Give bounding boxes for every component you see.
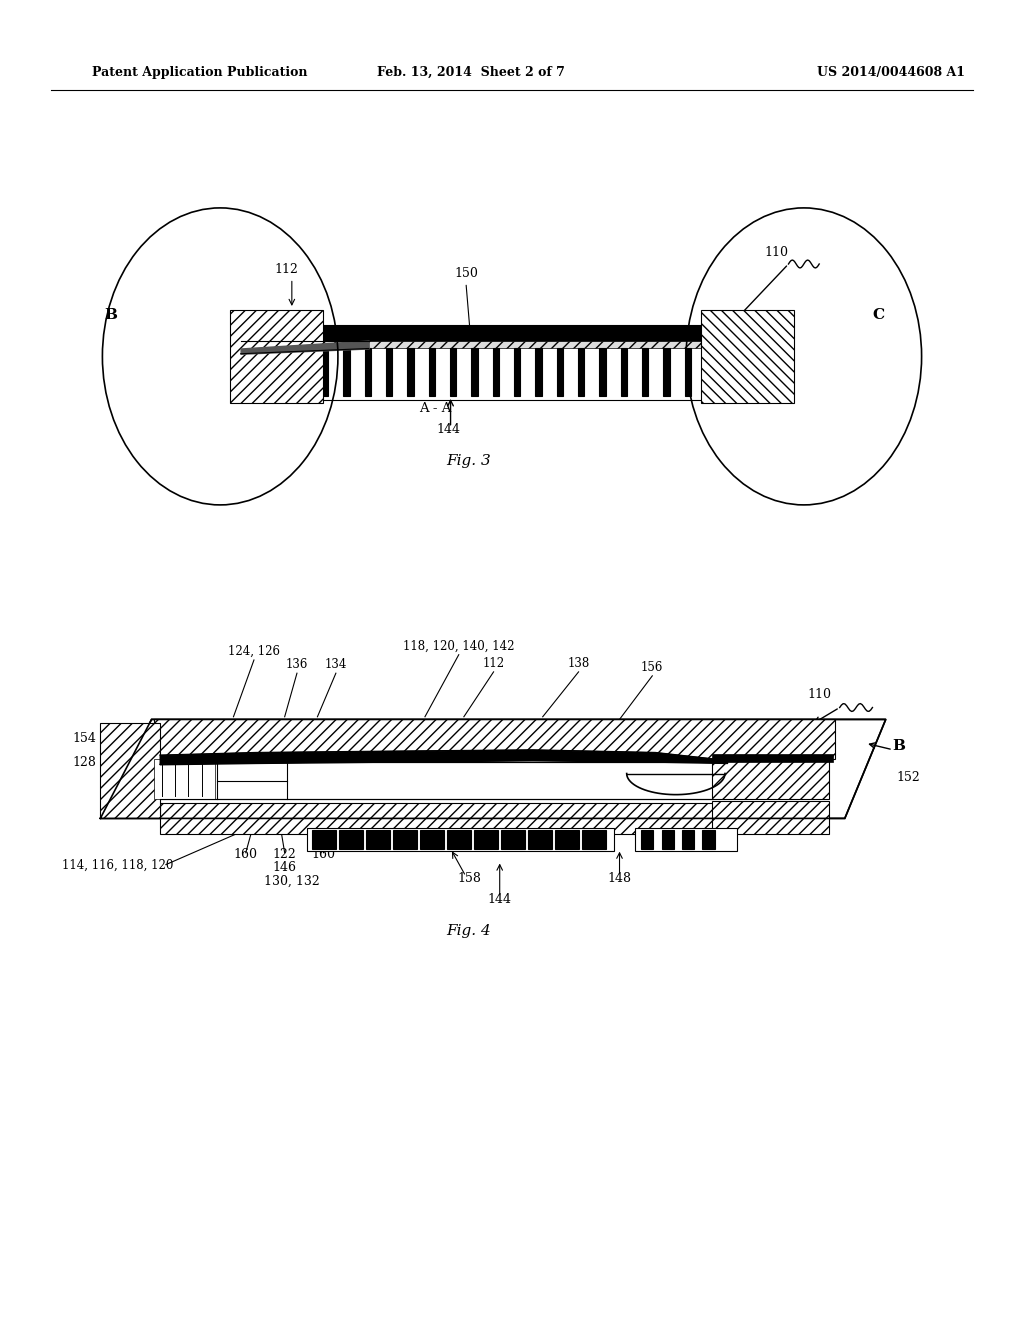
Bar: [536, 348, 542, 396]
Text: 128: 128: [73, 755, 96, 768]
Bar: [322, 348, 328, 396]
Bar: [100, 723, 160, 818]
Bar: [365, 348, 371, 396]
Text: C: C: [872, 309, 885, 322]
Text: 144: 144: [487, 892, 512, 906]
Bar: [557, 348, 563, 396]
Text: 110: 110: [807, 688, 831, 701]
Bar: [502, 830, 525, 849]
Bar: [160, 803, 713, 834]
Text: 114, 116, 118, 120: 114, 116, 118, 120: [62, 858, 173, 871]
Bar: [343, 348, 349, 396]
Bar: [367, 830, 390, 849]
Bar: [682, 830, 694, 849]
Bar: [471, 348, 477, 396]
Bar: [447, 830, 471, 849]
Bar: [701, 310, 794, 403]
Text: 130, 132: 130, 132: [264, 874, 319, 887]
Bar: [301, 348, 307, 396]
Bar: [429, 348, 435, 396]
Text: 110: 110: [764, 246, 788, 259]
Bar: [712, 759, 829, 799]
Bar: [280, 348, 286, 396]
Bar: [702, 830, 715, 849]
Text: Feb. 13, 2014  Sheet 2 of 7: Feb. 13, 2014 Sheet 2 of 7: [377, 66, 565, 79]
Text: 112: 112: [274, 263, 299, 276]
Bar: [635, 828, 737, 851]
Bar: [246, 345, 778, 400]
Text: Patent Application Publication: Patent Application Publication: [92, 66, 307, 79]
Text: 156: 156: [641, 660, 664, 673]
Bar: [712, 754, 833, 762]
Text: US 2014/0044608 A1: US 2014/0044608 A1: [817, 66, 965, 79]
Bar: [408, 348, 414, 396]
Bar: [712, 801, 829, 834]
Bar: [474, 830, 499, 849]
Text: 158: 158: [457, 871, 481, 884]
Bar: [583, 830, 606, 849]
Text: 112: 112: [482, 656, 505, 669]
Bar: [664, 348, 670, 396]
Bar: [555, 830, 580, 849]
Text: 154: 154: [73, 731, 96, 744]
Text: 124, 126: 124, 126: [228, 644, 280, 657]
Bar: [662, 830, 674, 849]
Bar: [420, 830, 444, 849]
Text: 144: 144: [436, 422, 461, 436]
Bar: [707, 348, 713, 396]
Bar: [312, 830, 336, 849]
Text: Fig. 4: Fig. 4: [446, 924, 492, 937]
Bar: [642, 348, 648, 396]
Bar: [258, 348, 264, 396]
Bar: [578, 348, 584, 396]
Text: 136: 136: [286, 657, 308, 671]
Bar: [641, 830, 653, 849]
Bar: [528, 830, 552, 849]
Bar: [236, 325, 788, 341]
Bar: [393, 830, 417, 849]
Bar: [154, 759, 215, 799]
Bar: [307, 828, 614, 851]
Text: 148: 148: [607, 871, 632, 884]
Bar: [339, 830, 364, 849]
Text: 146: 146: [272, 861, 297, 874]
Text: B: B: [104, 309, 117, 322]
Text: 152: 152: [896, 771, 920, 784]
Bar: [599, 348, 605, 396]
Text: 118, 120, 140, 142: 118, 120, 140, 142: [403, 639, 514, 652]
Bar: [451, 348, 457, 396]
Bar: [514, 348, 520, 396]
Text: 160: 160: [233, 847, 258, 861]
Bar: [493, 348, 499, 396]
Bar: [160, 762, 713, 799]
Bar: [621, 348, 627, 396]
Text: Fig. 3: Fig. 3: [446, 454, 492, 467]
Text: 122: 122: [272, 847, 297, 861]
Text: 150: 150: [454, 267, 478, 280]
Polygon shape: [100, 719, 886, 818]
Bar: [749, 348, 755, 396]
Bar: [230, 310, 323, 403]
Bar: [727, 348, 733, 396]
Bar: [236, 341, 788, 348]
Text: A - A: A - A: [419, 401, 452, 414]
Bar: [154, 719, 835, 759]
Bar: [685, 348, 691, 396]
Text: 134: 134: [325, 657, 347, 671]
Bar: [386, 348, 392, 396]
Text: 160: 160: [311, 847, 336, 861]
Text: B: B: [893, 739, 905, 752]
Text: 138: 138: [567, 656, 590, 669]
